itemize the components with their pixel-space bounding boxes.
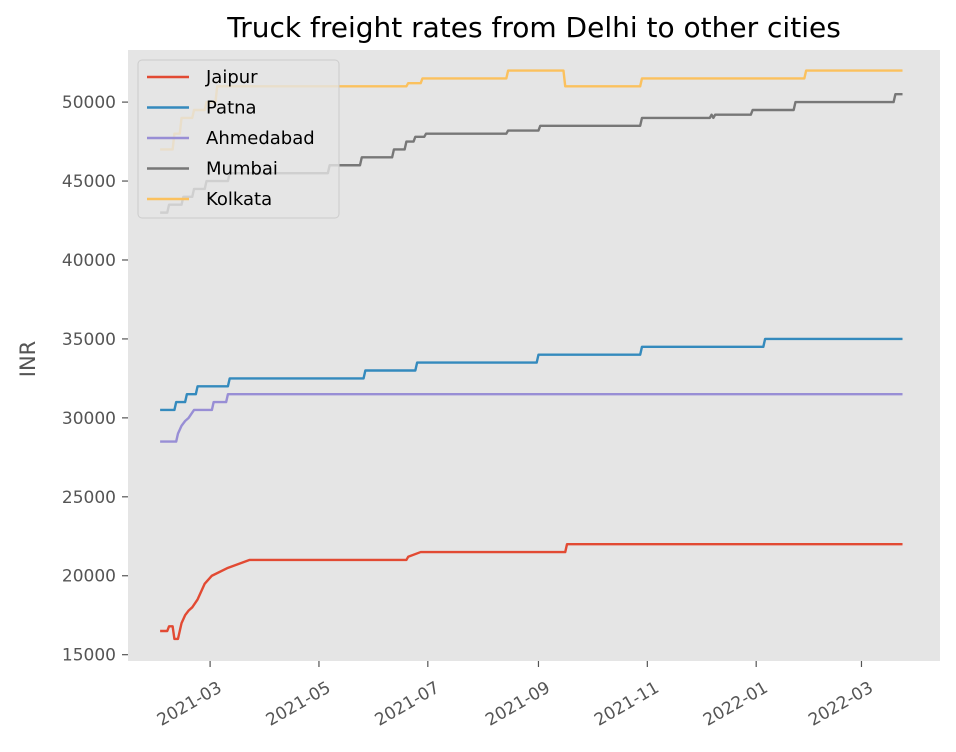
- legend-label-ahmedabad: Ahmedabad: [206, 128, 315, 149]
- legend-label-jaipur: Jaipur: [205, 67, 258, 88]
- legend-box: [137, 59, 340, 219]
- chart-title: Truck freight rates from Delhi to other …: [226, 11, 841, 44]
- y-tick-label: 15000: [62, 646, 116, 666]
- x-tick-label: 2021-07: [372, 678, 444, 731]
- y-axis: 15000 20000 25000 30000 35000 40000 45000 50000: [62, 93, 128, 666]
- y-axis-label: INR: [16, 341, 40, 378]
- x-tick-label: 2021-05: [263, 678, 335, 731]
- x-tick-label: 2021-11: [591, 678, 663, 731]
- y-tick-label: 25000: [62, 488, 116, 508]
- y-tick-label: 50000: [62, 93, 116, 113]
- y-tick-label: 40000: [62, 251, 116, 271]
- x-axis: 2021-03 2021-05 2021-07 2021-09 2021-11 2022-…: [154, 661, 877, 731]
- legend-label-patna: Patna: [206, 98, 257, 119]
- legend-label-kolkata: Kolkata: [206, 189, 272, 210]
- y-tick-label: 30000: [62, 409, 116, 429]
- legend: Jaipur Patna Ahmedabad Mumbai Kolkata: [137, 59, 340, 219]
- series-line-ahmedabad: [160, 392, 903, 443]
- legend-label-mumbai: Mumbai: [206, 159, 278, 180]
- series-line-patna: [160, 337, 903, 412]
- series-line-jaipur: [160, 542, 903, 641]
- y-tick-label: 20000: [62, 567, 116, 587]
- y-tick-label: 35000: [62, 330, 116, 350]
- x-tick-label: 2022-03: [805, 678, 877, 731]
- x-tick-label: 2022-01: [700, 678, 772, 731]
- x-tick-label: 2021-09: [482, 678, 554, 731]
- x-tick-label: 2021-03: [154, 678, 226, 731]
- y-tick-label: 45000: [62, 172, 116, 192]
